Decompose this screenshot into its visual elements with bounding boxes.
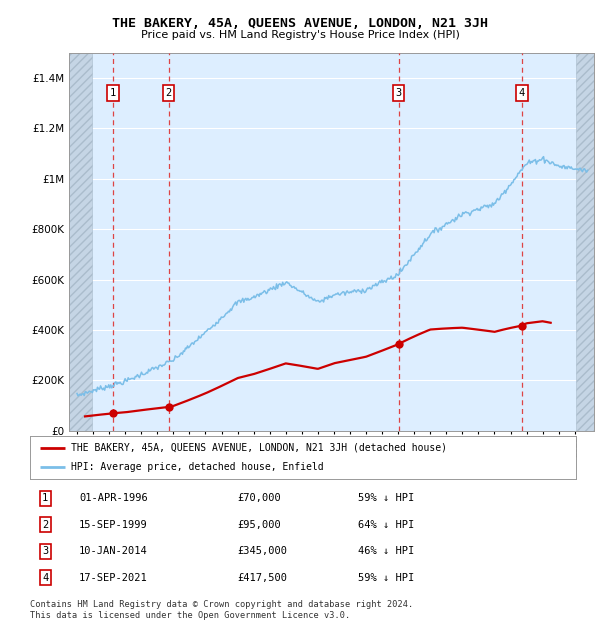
Text: 59% ↓ HPI: 59% ↓ HPI: [358, 494, 414, 503]
Text: 3: 3: [42, 546, 49, 556]
Bar: [577, 53, 594, 431]
Text: THE BAKERY, 45A, QUEENS AVENUE, LONDON, N21 3JH (detached house): THE BAKERY, 45A, QUEENS AVENUE, LONDON, …: [71, 443, 447, 453]
Text: £345,000: £345,000: [238, 546, 287, 556]
Text: 59% ↓ HPI: 59% ↓ HPI: [358, 573, 414, 583]
Text: 4: 4: [42, 573, 49, 583]
Text: 46% ↓ HPI: 46% ↓ HPI: [358, 546, 414, 556]
Text: 4: 4: [519, 88, 525, 98]
Text: THE BAKERY, 45A, QUEENS AVENUE, LONDON, N21 3JH: THE BAKERY, 45A, QUEENS AVENUE, LONDON, …: [112, 17, 488, 30]
Text: £95,000: £95,000: [238, 520, 281, 529]
Text: £417,500: £417,500: [238, 573, 287, 583]
Text: 2: 2: [42, 520, 49, 529]
Text: 3: 3: [395, 88, 402, 98]
Text: 1: 1: [42, 494, 49, 503]
Text: 15-SEP-1999: 15-SEP-1999: [79, 520, 148, 529]
Bar: [69, 53, 92, 431]
Text: 10-JAN-2014: 10-JAN-2014: [79, 546, 148, 556]
Text: 64% ↓ HPI: 64% ↓ HPI: [358, 520, 414, 529]
Text: £70,000: £70,000: [238, 494, 281, 503]
Text: Contains HM Land Registry data © Crown copyright and database right 2024.
This d: Contains HM Land Registry data © Crown c…: [30, 600, 413, 619]
Text: Price paid vs. HM Land Registry's House Price Index (HPI): Price paid vs. HM Land Registry's House …: [140, 30, 460, 40]
Text: 1: 1: [110, 88, 116, 98]
Text: HPI: Average price, detached house, Enfield: HPI: Average price, detached house, Enfi…: [71, 463, 323, 472]
Text: 2: 2: [166, 88, 172, 98]
Text: 01-APR-1996: 01-APR-1996: [79, 494, 148, 503]
Text: 17-SEP-2021: 17-SEP-2021: [79, 573, 148, 583]
